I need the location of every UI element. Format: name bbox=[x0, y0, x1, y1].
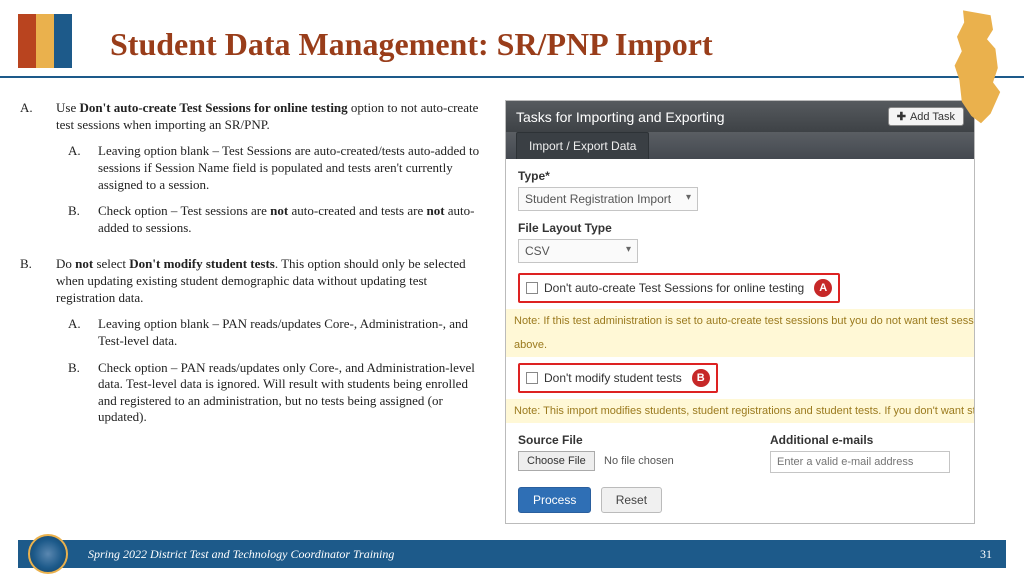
checkbox-a-label: Don't auto-create Test Sessions for onli… bbox=[544, 281, 804, 295]
checkbox-b-label: Don't modify student tests bbox=[544, 371, 682, 385]
text: Use bbox=[56, 100, 79, 115]
callout-a-badge: A bbox=[814, 279, 832, 297]
form-body: Type* Student Registration Import File L… bbox=[506, 159, 974, 523]
bullet-A-A: A. Leaving option blank – Test Sessions … bbox=[68, 143, 485, 193]
marker: B. bbox=[68, 203, 98, 236]
footer-text: Spring 2022 District Test and Technology… bbox=[88, 547, 394, 562]
bullet-A-lead: Use Don't auto-create Test Sessions for … bbox=[56, 100, 485, 133]
checkbox-row-a[interactable]: Don't auto-create Test Sessions for onli… bbox=[518, 273, 840, 303]
action-row: Process Reset bbox=[518, 487, 962, 513]
t: auto-created and tests are bbox=[288, 203, 426, 218]
content-row: A. Use Don't auto-create Test Sessions f… bbox=[0, 100, 1024, 524]
bullet-A-B: B. Check option – Test sessions are not … bbox=[68, 203, 485, 236]
footer-bar: Spring 2022 District Test and Technology… bbox=[18, 540, 1006, 568]
left-column: A. Use Don't auto-create Test Sessions f… bbox=[0, 100, 495, 524]
marker: A. bbox=[68, 316, 98, 349]
bullet-B-A: A. Leaving option blank – PAN reads/upda… bbox=[68, 316, 485, 349]
emails-label: Additional e-mails bbox=[770, 433, 962, 447]
panel-header: Tasks for Importing and Exporting ✚ Add … bbox=[506, 101, 974, 132]
bullet-B-B: B. Check option – PAN reads/updates only… bbox=[68, 360, 485, 427]
page-number: 31 bbox=[980, 547, 992, 562]
t: not bbox=[75, 256, 93, 271]
t: Do bbox=[56, 256, 75, 271]
stripe-2 bbox=[36, 14, 54, 68]
stripe-1 bbox=[18, 14, 36, 68]
nj-state-icon bbox=[944, 8, 1006, 128]
import-panel: Tasks for Importing and Exporting ✚ Add … bbox=[505, 100, 975, 524]
bottom-row: Source File Choose File No file chosen A… bbox=[518, 433, 962, 473]
type-label: Type* bbox=[518, 169, 962, 183]
text: Leaving option blank – PAN reads/updates… bbox=[98, 316, 485, 349]
note-a-tail: above. bbox=[506, 333, 974, 357]
process-button[interactable]: Process bbox=[518, 487, 591, 513]
reset-button[interactable]: Reset bbox=[601, 487, 662, 513]
text: Check option – PAN reads/updates only Co… bbox=[98, 360, 485, 427]
stripe-bar bbox=[18, 14, 72, 68]
slide-header: Student Data Management: SR/PNP Import bbox=[0, 0, 1024, 78]
note-a: Note: If this test administration is set… bbox=[506, 309, 974, 333]
plus-icon: ✚ bbox=[897, 110, 906, 123]
layout-select[interactable]: CSV bbox=[518, 239, 638, 263]
tab-row: Import / Export Data bbox=[506, 132, 974, 159]
text: Leaving option blank – Test Sessions are… bbox=[98, 143, 485, 193]
stripe-3 bbox=[54, 14, 72, 68]
file-status: No file chosen bbox=[604, 455, 674, 467]
callout-b-badge: B bbox=[692, 369, 710, 387]
text-bold: Don't auto-create Test Sessions for onli… bbox=[79, 100, 347, 115]
bullet-A: A. Use Don't auto-create Test Sessions f… bbox=[20, 100, 485, 246]
t: select bbox=[93, 256, 129, 271]
checkbox-a[interactable] bbox=[526, 282, 538, 294]
type-select[interactable]: Student Registration Import bbox=[518, 187, 698, 211]
right-column: Tasks for Importing and Exporting ✚ Add … bbox=[505, 100, 995, 524]
bullet-A-marker: A. bbox=[20, 100, 56, 246]
bullet-B-lead: Do not select Don't modify student tests… bbox=[56, 256, 485, 306]
checkbox-b[interactable] bbox=[526, 372, 538, 384]
emails-block: Additional e-mails bbox=[770, 433, 962, 473]
marker: A. bbox=[68, 143, 98, 193]
source-file-label: Source File bbox=[518, 433, 710, 447]
checkbox-row-b[interactable]: Don't modify student tests B bbox=[518, 363, 718, 393]
t: Don't modify student tests bbox=[129, 256, 275, 271]
bullet-B: B. Do not select Don't modify student te… bbox=[20, 256, 485, 436]
note-b: Note: This import modifies students, stu… bbox=[506, 399, 974, 423]
t: Check option – Test sessions are bbox=[98, 203, 270, 218]
layout-label: File Layout Type bbox=[518, 221, 962, 235]
t: not bbox=[270, 203, 288, 218]
bullet-B-marker: B. bbox=[20, 256, 56, 436]
choose-file-button[interactable]: Choose File bbox=[518, 451, 595, 471]
text: Check option – Test sessions are not aut… bbox=[98, 203, 485, 236]
nj-seal-icon bbox=[28, 534, 68, 574]
marker: B. bbox=[68, 360, 98, 427]
panel-title: Tasks for Importing and Exporting bbox=[516, 109, 725, 125]
tab-import-export[interactable]: Import / Export Data bbox=[516, 132, 649, 159]
source-file-block: Source File Choose File No file chosen bbox=[518, 433, 710, 473]
emails-input[interactable] bbox=[770, 451, 950, 473]
t: not bbox=[426, 203, 444, 218]
page-title: Student Data Management: SR/PNP Import bbox=[110, 26, 713, 63]
